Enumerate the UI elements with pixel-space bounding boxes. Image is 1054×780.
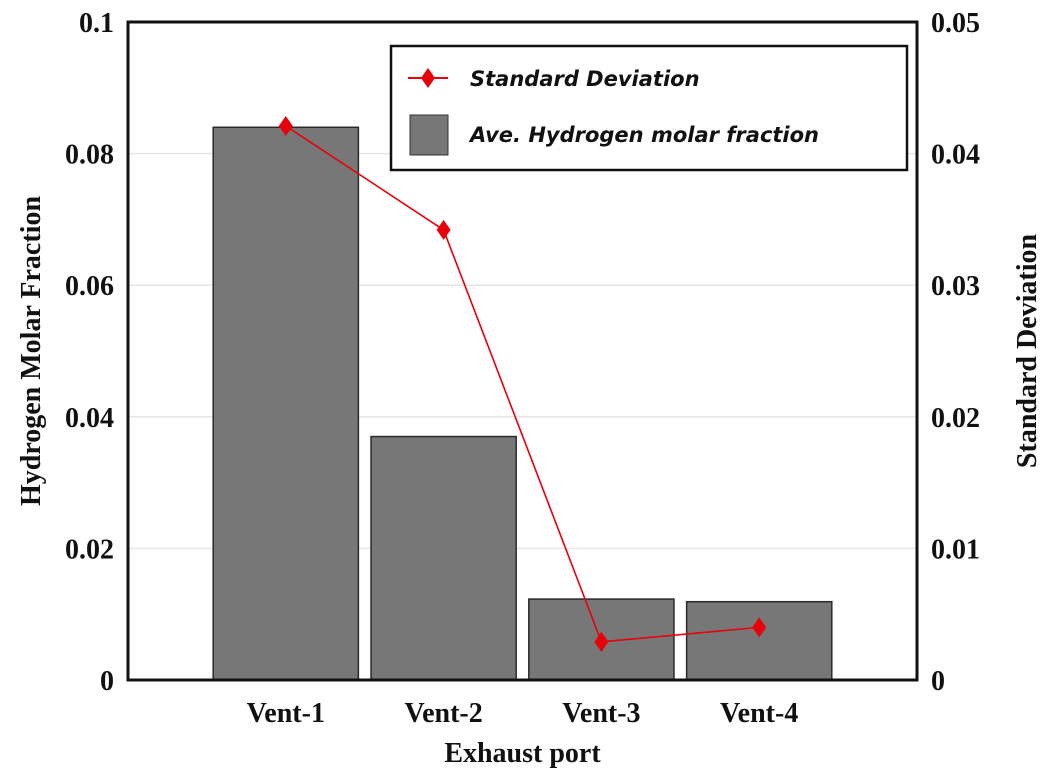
y2-tick-label: 0.04 bbox=[931, 140, 980, 171]
x-tick-label: Vent-3 bbox=[562, 698, 640, 729]
y-tick-label: 0.08 bbox=[65, 140, 114, 171]
y-tick-label: 0 bbox=[100, 666, 114, 697]
y2-tick-label: 0 bbox=[931, 666, 945, 697]
x-tick-label: Vent-1 bbox=[247, 698, 325, 729]
y2-tick-label: 0.05 bbox=[931, 8, 980, 39]
x-tick-label: Vent-4 bbox=[720, 698, 798, 729]
bar bbox=[685, 600, 833, 681]
y2-tick-label: 0.01 bbox=[931, 534, 980, 565]
std-dev-point bbox=[278, 115, 293, 136]
y-tick-label: 0.02 bbox=[65, 534, 114, 565]
bar bbox=[212, 126, 360, 681]
std-dev-point bbox=[752, 617, 767, 638]
legend-label-bar: Ave. Hydrogen molar fraction bbox=[468, 123, 819, 147]
x-axis-ticks: Vent-1 Vent-2 Vent-3 Vent-4 bbox=[247, 698, 799, 729]
plot-frame bbox=[126, 20, 919, 682]
bar bbox=[370, 435, 517, 681]
y2-tick-label: 0.02 bbox=[931, 403, 980, 434]
x-tick-label: Vent-2 bbox=[404, 698, 482, 729]
legend-bar-swatch bbox=[409, 114, 449, 156]
std-dev-series bbox=[278, 115, 767, 652]
right-axis-ticks: 0 0.01 0.02 0.03 0.04 0.05 bbox=[931, 8, 980, 697]
bars bbox=[212, 126, 833, 681]
legend-label-std-dev: Standard Deviation bbox=[470, 67, 700, 91]
legend-diamond-icon bbox=[421, 68, 435, 88]
std-dev-point bbox=[594, 631, 609, 652]
std-dev-line bbox=[285, 125, 760, 643]
y-tick-label: 0.04 bbox=[65, 403, 114, 434]
left-axis-ticks: 0 0.02 0.04 0.06 0.08 0.1 bbox=[65, 8, 114, 697]
std-dev-point bbox=[436, 219, 451, 240]
y2-tick-label: 0.03 bbox=[931, 271, 980, 302]
legend-box bbox=[389, 44, 909, 172]
legend: Standard Deviation Ave. Hydrogen molar f… bbox=[389, 44, 909, 172]
y2-axis-title: Standard Deviation bbox=[1012, 234, 1043, 469]
y-tick-label: 0.06 bbox=[65, 271, 114, 302]
y-tick-label: 0.1 bbox=[79, 8, 114, 39]
x-axis-title: Exhaust port bbox=[444, 738, 601, 769]
y-axis-title: Hydrogen Molar Fraction bbox=[16, 196, 47, 506]
